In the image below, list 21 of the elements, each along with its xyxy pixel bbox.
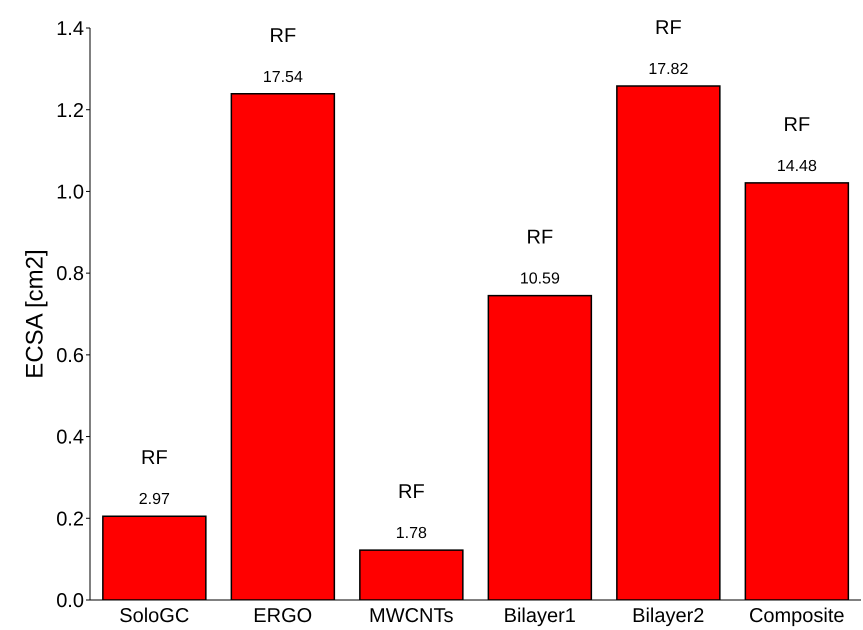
y-tick-label: 0.6: [56, 344, 84, 367]
data-label: RF 17.54: [262, 24, 303, 86]
data-label: RF 1.78: [396, 481, 428, 542]
y-tick-label: 0.0: [56, 590, 84, 612]
y-axis-title: ECSA [cm2]: [21, 249, 48, 379]
x-tick-label: MWCNTs: [369, 605, 454, 628]
data-label: RF 2.97: [138, 447, 170, 508]
y-tick-label: 1.4: [56, 18, 84, 40]
x-tick-label: Composite: [748, 605, 845, 628]
y-tick-label: 0.2: [56, 508, 84, 530]
data-label: RF 10.59: [520, 226, 560, 288]
x-tick-label: ERGO: [253, 605, 312, 628]
x-tick-label: Bilayer1: [504, 605, 576, 628]
y-tick-label: 1.0: [56, 182, 84, 204]
y-tick-label: 1.2: [56, 100, 84, 122]
data-label: RF 17.82: [648, 17, 688, 78]
y-tick-label: 0.4: [56, 426, 84, 449]
y-tick-label: 0.8: [56, 263, 84, 286]
x-tick-label: SoloGC: [119, 605, 190, 628]
data-label: RF 14.48: [776, 114, 817, 175]
x-tick-label: Bilayer2: [632, 605, 704, 628]
